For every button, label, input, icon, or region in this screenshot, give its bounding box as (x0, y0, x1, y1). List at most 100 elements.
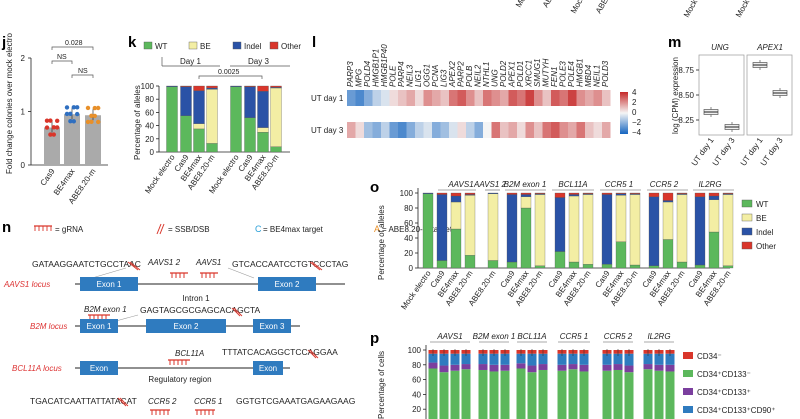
heatmap-cell (415, 90, 424, 106)
top-label: ABE (541, 0, 557, 9)
heatmap (347, 90, 611, 138)
cut-mark (117, 397, 129, 407)
bar-segment (422, 193, 434, 269)
bar-segment (527, 372, 537, 419)
gene-label: POLD1 (516, 61, 525, 87)
bar-segment (527, 365, 537, 373)
heatmap-cell (585, 122, 594, 138)
bar-segment (166, 85, 178, 87)
cut-mark (231, 307, 243, 317)
bar-segment (654, 364, 664, 371)
y-tick-label: 80 (412, 361, 421, 370)
legend-swatch (741, 213, 753, 222)
grna-mark (170, 272, 188, 278)
bar-segment (464, 192, 476, 195)
exon-box (80, 319, 118, 333)
y-tick-label: 60 (145, 108, 154, 117)
y-tick-label: 60 (404, 219, 413, 228)
heatmap-cell (398, 90, 407, 106)
heatmap-cell (381, 90, 390, 106)
bar-segment (520, 207, 532, 269)
legend-swatch (741, 227, 753, 236)
bar-segment (206, 85, 218, 89)
heatmap-cell (398, 122, 407, 138)
y-tick-label: 60 (412, 376, 421, 385)
group-label: BCL11A (558, 180, 587, 189)
bar-segment (648, 265, 660, 269)
gene-label: LIG3 (440, 69, 449, 87)
legend-swatch (269, 41, 279, 50)
grna-mark (200, 272, 218, 278)
facet-frame (698, 54, 745, 136)
bar-segment (662, 239, 674, 269)
x-tick-labels: UT day 1UT day 3 UT day 1UT day 3 (690, 136, 785, 168)
dsb-legend: = SSB/DSB (156, 223, 210, 235)
bar-segment (568, 353, 578, 365)
panel-j: j Fold change colonies over mock electro… (1, 32, 108, 206)
bar-segment (624, 372, 634, 419)
group-label: CCR5 1 (605, 180, 633, 189)
bar-segment (694, 196, 706, 266)
y-ticks: 8.25 8.50 8.75 (678, 66, 699, 125)
bar-segment (534, 265, 546, 269)
bar-segment (489, 364, 499, 372)
legend-label: CD34⁺CD133⁺CD90⁺ (697, 406, 775, 415)
heatmap-cell (364, 122, 373, 138)
bar-segment (676, 261, 688, 269)
heatmap-cell (372, 90, 381, 106)
heatmap-cell (432, 122, 441, 138)
heatmap-cell (364, 90, 373, 106)
heatmap-cell (457, 90, 466, 106)
locus-label: B2M locus (30, 322, 67, 331)
group-label: BCL11A (517, 332, 546, 341)
panel-n: n = gRNA = SSB/DSB C = BE4max target A =… (2, 219, 453, 415)
exon-label: Exon 1 (87, 322, 112, 331)
bar-segment (230, 86, 242, 153)
bar-segment (629, 194, 641, 266)
panel-letter: k (128, 34, 137, 51)
bar-segment (270, 87, 282, 147)
bar-segment (629, 192, 641, 194)
bar-segment (534, 194, 546, 266)
heatmap-cell (372, 122, 381, 138)
heatmap-cell (440, 122, 449, 138)
gene-label: FEN1 (550, 67, 559, 87)
bar-segment (500, 353, 510, 365)
heatmap-cell (534, 90, 543, 106)
heatmap-cell (491, 90, 500, 106)
color-scale-ticks: 420−2−4 (632, 88, 642, 137)
panel-m: m log (CPM) expression UNG APEX1 8.25 8.5… (668, 34, 793, 168)
panel-k: k WT BE Indel Other Percentage of alleles D… (128, 34, 301, 195)
x-tick-label: Mock electro (143, 153, 177, 196)
legend-label: Indel (244, 42, 262, 51)
heatmap-cell (568, 122, 577, 138)
bar-segment (676, 194, 688, 263)
gene-label: LIG1 (414, 70, 423, 87)
bar-segment (568, 192, 580, 195)
gene-label: HMGB1P40 (380, 44, 389, 87)
zoom-lines (115, 314, 139, 322)
legend-label: WT (756, 200, 769, 209)
bar-segment (422, 192, 434, 194)
pvalue-label: 0.0025 (218, 69, 240, 76)
exon-label: Exon 3 (260, 322, 285, 331)
grna-mark (195, 409, 215, 415)
heatmap-cell (525, 90, 534, 106)
gene-label: POLE (389, 65, 398, 87)
bar-segment (582, 192, 594, 194)
bar-segment (554, 251, 566, 269)
legend-swatch (188, 41, 198, 50)
bar-segment (662, 201, 674, 240)
gene-label: APEX1 (508, 61, 517, 88)
gene-label: UNG (491, 69, 500, 87)
y-tick-label: 0 (21, 161, 26, 170)
heatmap-cell (347, 122, 356, 138)
x-tick-label: UT day 3 (711, 136, 737, 168)
x-tick-label: Cas9 (39, 167, 57, 188)
data-point (55, 125, 60, 130)
bars (166, 85, 282, 153)
y-ticks: 20 40 60 80 100 (408, 346, 426, 414)
grna-mark (150, 409, 170, 415)
bar-segment (487, 193, 499, 261)
heatmap-cell (389, 90, 398, 106)
